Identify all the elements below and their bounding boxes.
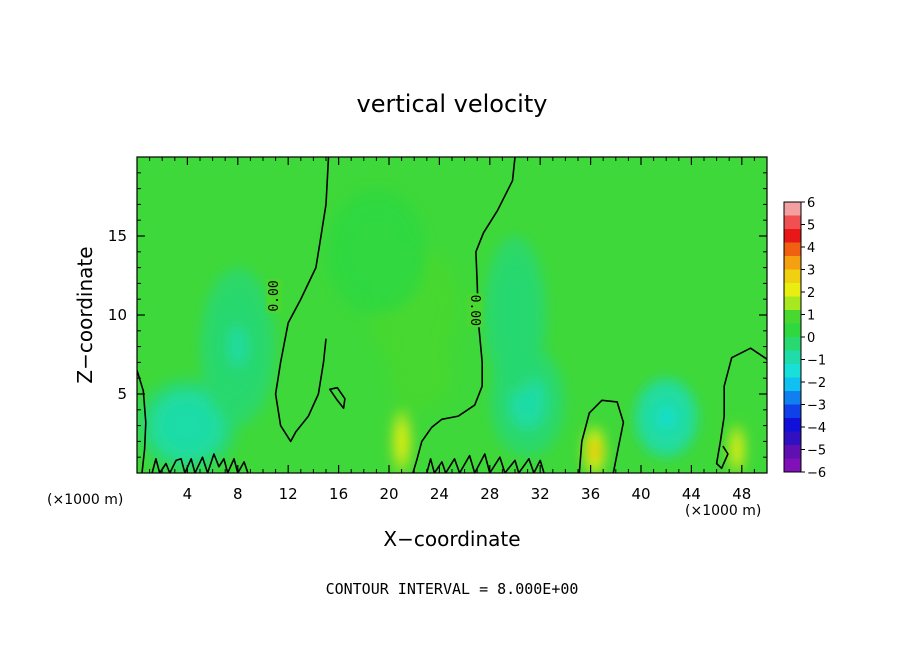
- y-axis-ticks: 5 10 15: [108, 172, 767, 458]
- colorbar-band-10: [784, 337, 801, 351]
- field-feature-6-ring-3: [174, 413, 200, 438]
- colorbar-label-12: −6: [807, 466, 826, 481]
- field-feature-7-ring-3: [228, 326, 248, 367]
- colorbar-label-2: 4: [807, 241, 815, 256]
- colorbar-label-7: −1: [807, 354, 826, 369]
- x-tick-label-48: 48: [732, 485, 751, 503]
- colorbar-band-18: [784, 445, 801, 459]
- colorbar-band-8: [784, 310, 801, 324]
- colorbar-label-6: 0: [807, 331, 815, 346]
- contour-line-6: [151, 453, 249, 473]
- field-features: [137, 188, 747, 473]
- x-axis-ticks: 4 8 12 16 20 24 28 32 36 40 44 48: [149, 157, 755, 503]
- x-tick-label-28: 28: [480, 485, 499, 503]
- x-unit-label-left: (×1000 m): [47, 492, 123, 508]
- x-tick-label-40: 40: [631, 485, 650, 503]
- colorbar-band-1: [784, 215, 801, 230]
- colorbar-label-1: 5: [807, 219, 815, 234]
- x-tick-label-36: 36: [581, 485, 600, 503]
- colorbar-band-13: [784, 377, 801, 392]
- colorbar-label-3: 3: [807, 264, 815, 279]
- y-tick-label-5: 5: [117, 385, 127, 403]
- contour-line-7: [426, 453, 545, 473]
- contour-label-1: 0.00: [467, 295, 482, 326]
- colorbar-band-2: [784, 229, 801, 243]
- colorbar-band-6: [784, 283, 801, 297]
- colorbar-label-4: 2: [807, 286, 815, 301]
- contour-line-0: [274, 157, 330, 443]
- x-tick-label-32: 32: [531, 485, 550, 503]
- colorbar-band-7: [784, 296, 801, 311]
- contour-label-bg-1: [466, 293, 483, 328]
- field-feature-4-ring-3: [412, 360, 429, 381]
- field-feature-9-ring-3: [518, 388, 537, 416]
- x-unit-label-right: (×1000 m): [685, 503, 761, 519]
- colorbar: 6 5 4 3 2 1 0 −1 −2 −3 −4 −5 −6: [783, 196, 826, 481]
- field-feature-1-ring-3: [591, 444, 598, 458]
- plot-area: 0.00 0.00: [136, 156, 768, 474]
- chart-title: vertical velocity: [357, 90, 548, 118]
- x-tick-label-16: 16: [329, 485, 348, 503]
- colorbar-band-16: [784, 418, 801, 432]
- contour-label-0: 0.00: [267, 280, 282, 311]
- contour-line-2: [329, 386, 346, 409]
- x-tick-label-20: 20: [379, 485, 398, 503]
- x-tick-label-24: 24: [430, 485, 449, 503]
- contour-line-4: [715, 347, 767, 470]
- colorbar-band-4: [784, 256, 801, 270]
- field-feature-10-ring-3: [507, 295, 523, 335]
- contour-line-3: [578, 399, 625, 473]
- field-feature-2-ring-3: [734, 441, 740, 458]
- colorbar-label-8: −2: [807, 376, 826, 391]
- colorbar-label-5: 1: [807, 309, 815, 324]
- contour-labels: 0.00 0.00: [266, 279, 483, 328]
- field-feature-5-ring-3: [363, 236, 389, 268]
- colorbar-band-5: [784, 269, 801, 284]
- zero-contours: [137, 157, 767, 473]
- contour-line-5: [137, 370, 147, 473]
- colorbar-band-0: [784, 202, 801, 216]
- colorbar-label-11: −5: [807, 444, 826, 459]
- x-tick-label-44: 44: [682, 485, 701, 503]
- field-feature-8-ring-3: [658, 407, 675, 428]
- colorbar-band-12: [784, 364, 801, 378]
- y-tick-label-10: 10: [108, 306, 127, 324]
- colorbar-label-0: 6: [807, 196, 815, 211]
- colorbar-band-11: [784, 350, 801, 365]
- colorbar-band-3: [784, 242, 801, 257]
- y-tick-label-15: 15: [108, 227, 127, 245]
- contour-line-1: [412, 157, 516, 473]
- contour-interval-footer: CONTOUR INTERVAL = 8.000E+00: [326, 580, 579, 598]
- colorbar-band-15: [784, 404, 801, 419]
- colorbar-band-14: [784, 391, 801, 405]
- x-tick-label-8: 8: [233, 485, 243, 503]
- x-axis-title: X−coordinate: [383, 527, 520, 551]
- colorbar-label-10: −4: [807, 421, 826, 436]
- y-axis-title: Z−coordinate: [73, 246, 97, 383]
- colorbar-label-9: −3: [807, 399, 826, 414]
- colorbar-band-19: [784, 458, 801, 473]
- x-tick-label-12: 12: [279, 485, 298, 503]
- colorbar-band-9: [784, 323, 801, 338]
- colorbar-band-17: [784, 431, 801, 446]
- contour-label-bg-0: [266, 279, 283, 313]
- field-feature-0-ring-3: [398, 431, 405, 452]
- x-tick-label-4: 4: [183, 485, 193, 503]
